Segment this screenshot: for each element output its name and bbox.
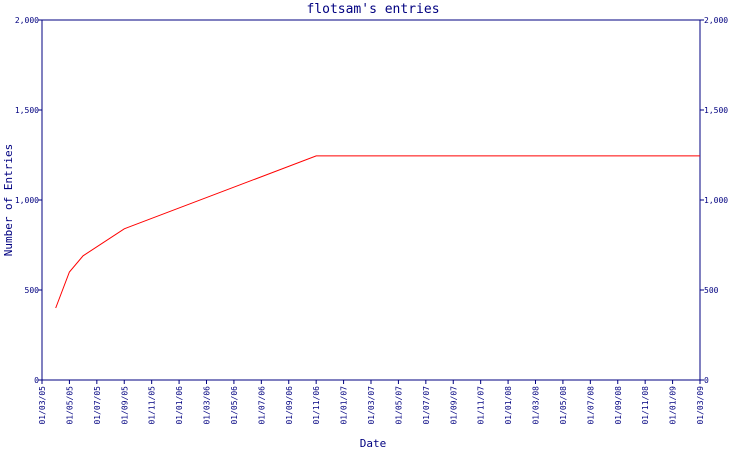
y-tick-label-right: 0 — [704, 376, 709, 385]
y-tick-label-right: 500 — [704, 286, 719, 295]
x-tick-label: 01/11/08 — [641, 386, 650, 425]
x-tick-label: 01/01/07 — [340, 386, 349, 425]
x-tick-label: 01/03/07 — [367, 386, 376, 425]
y-tick-label-left: 1,500 — [15, 106, 39, 115]
x-axis-label: Date — [360, 437, 387, 450]
x-tick-label: 01/03/06 — [203, 386, 212, 425]
y-tick-label-left: 1,000 — [15, 196, 39, 205]
y-tick-label-left: 0 — [34, 376, 39, 385]
plot-frame — [41, 19, 701, 381]
x-tick-label: 01/09/08 — [614, 386, 623, 425]
x-tick-label: 01/07/08 — [586, 386, 595, 425]
y-tick-label-right: 2,000 — [704, 16, 728, 25]
x-tick-label: 01/01/09 — [669, 386, 678, 425]
x-tick-label: 01/07/06 — [257, 386, 266, 425]
x-tick-label: 01/05/06 — [230, 386, 239, 425]
y-tick-label-right: 1,000 — [704, 196, 728, 205]
x-tick-label: 01/11/06 — [312, 386, 321, 425]
series-line — [55, 155, 700, 309]
x-tick-label: 01/05/07 — [394, 386, 403, 425]
chart-title: flotsam's entries — [306, 2, 439, 17]
x-tick-label: 01/07/07 — [422, 386, 431, 425]
y-axis-label: Number of Entries — [2, 144, 15, 257]
x-tick-label: 01/09/07 — [449, 386, 458, 425]
x-axis: 01/03/05 01/05/05 01/07/05 01/09/05 01/11/05… — [38, 380, 705, 425]
y-tick-label-left: 2,000 — [15, 16, 39, 25]
y-axis-left: 0 500 1,000 1,500 2,000 — [15, 16, 42, 385]
x-tick-label: 01/07/05 — [93, 386, 102, 425]
x-tick-label: 01/03/09 — [696, 386, 705, 425]
x-tick-label: 01/09/05 — [120, 386, 129, 425]
x-tick-label: 01/03/08 — [532, 386, 541, 425]
x-tick-label: 01/09/06 — [285, 386, 294, 425]
x-tick-label: 01/05/05 — [65, 386, 74, 425]
series-group — [55, 155, 700, 309]
x-tick-label: 01/11/07 — [477, 386, 486, 425]
x-tick-label: 01/11/05 — [148, 386, 157, 425]
y-tick-label-left: 500 — [25, 286, 40, 295]
y-tick-label-right: 1,500 — [704, 106, 728, 115]
y-axis-right: 0 500 1,000 1,500 2,000 — [700, 16, 728, 385]
x-tick-label: 01/01/06 — [175, 386, 184, 425]
x-tick-label: 01/05/08 — [559, 386, 568, 425]
x-tick-label: 01/03/05 — [38, 386, 47, 425]
x-tick-label: 01/01/08 — [504, 386, 513, 425]
